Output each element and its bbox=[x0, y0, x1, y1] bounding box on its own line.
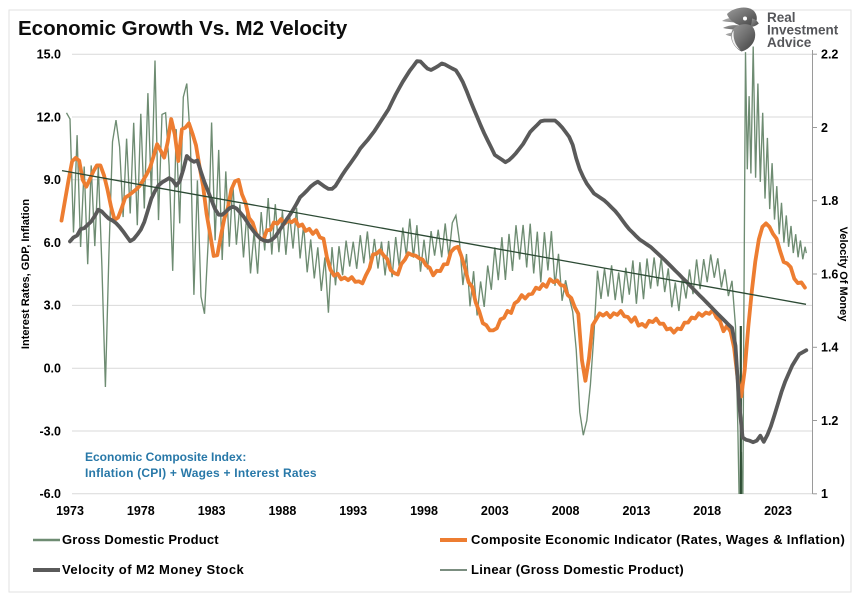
svg-text:Real: Real bbox=[767, 10, 796, 25]
svg-text:Composite Economic Indicator (: Composite Economic Indicator (Rates, Wag… bbox=[471, 532, 845, 547]
svg-text:Velocity Of Money: Velocity Of Money bbox=[837, 227, 849, 323]
svg-text:Velocity of M2 Money Stock: Velocity of M2 Money Stock bbox=[62, 562, 245, 577]
svg-text:Economic Growth Vs. M2 Velocit: Economic Growth Vs. M2 Velocity bbox=[18, 17, 348, 40]
svg-text:2: 2 bbox=[821, 121, 828, 135]
svg-text:2.2: 2.2 bbox=[821, 48, 838, 62]
svg-text:-3.0: -3.0 bbox=[39, 424, 61, 438]
svg-text:1983: 1983 bbox=[198, 504, 226, 518]
svg-text:1.4: 1.4 bbox=[821, 341, 838, 355]
svg-text:Gross Domestic Product: Gross Domestic Product bbox=[62, 532, 219, 547]
svg-text:2018: 2018 bbox=[693, 504, 721, 518]
svg-text:Interest Rates, GDP, Inflation: Interest Rates, GDP, Inflation bbox=[20, 199, 32, 349]
svg-text:1988: 1988 bbox=[268, 504, 296, 518]
svg-text:Inflation (CPI) + Wages + Inte: Inflation (CPI) + Wages + Interest Rates bbox=[85, 466, 317, 480]
svg-text:3.0: 3.0 bbox=[44, 299, 61, 313]
svg-text:1978: 1978 bbox=[127, 504, 155, 518]
svg-text:Advice: Advice bbox=[767, 35, 812, 50]
svg-text:2013: 2013 bbox=[622, 504, 650, 518]
svg-text:1.2: 1.2 bbox=[821, 414, 838, 428]
svg-text:12.0: 12.0 bbox=[37, 110, 61, 124]
svg-text:Investment: Investment bbox=[767, 23, 839, 38]
svg-text:2023: 2023 bbox=[764, 504, 792, 518]
svg-text:1.6: 1.6 bbox=[821, 267, 838, 281]
svg-text:1998: 1998 bbox=[410, 504, 438, 518]
svg-text:1993: 1993 bbox=[339, 504, 367, 518]
svg-text:Economic Composite Index:: Economic Composite Index: bbox=[85, 450, 246, 464]
svg-text:9.0: 9.0 bbox=[44, 173, 61, 187]
svg-text:Linear (Gross Domestic Product: Linear (Gross Domestic Product) bbox=[471, 562, 684, 577]
svg-text:1973: 1973 bbox=[56, 504, 84, 518]
svg-text:15.0: 15.0 bbox=[37, 48, 61, 62]
svg-text:6.0: 6.0 bbox=[44, 236, 61, 250]
svg-text:-6.0: -6.0 bbox=[39, 487, 61, 501]
svg-text:1: 1 bbox=[821, 487, 828, 501]
svg-text:0.0: 0.0 bbox=[44, 362, 61, 376]
svg-text:2008: 2008 bbox=[552, 504, 580, 518]
svg-text:2003: 2003 bbox=[481, 504, 509, 518]
svg-text:1.8: 1.8 bbox=[821, 194, 838, 208]
